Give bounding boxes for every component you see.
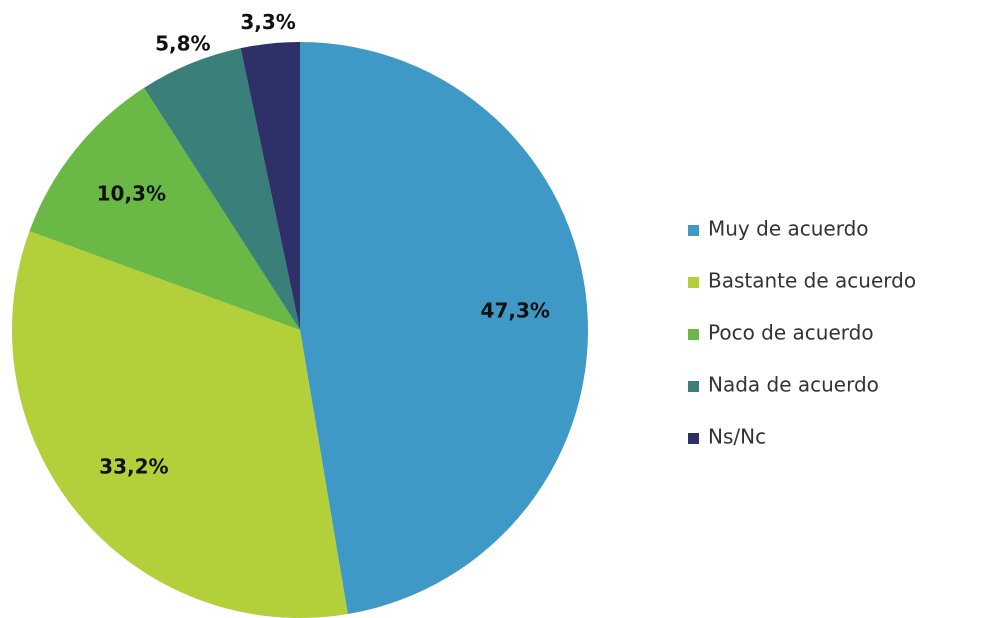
legend-label: Muy de acuerdo [708,217,869,241]
pie-slice [240,42,300,330]
legend-swatch [688,381,699,392]
legend-swatch [688,329,699,340]
legend-label: Ns/Nc [708,425,766,449]
data-label: 47,3% [481,299,550,323]
data-label: 3,3% [240,10,295,34]
legend-label: Poco de acuerdo [708,321,874,345]
legend-swatch [688,225,699,236]
data-label: 10,3% [97,182,166,206]
pie-slice [11,231,348,618]
legend-swatch [688,433,699,444]
legend-label: Nada de acuerdo [708,373,879,397]
pie-slice [300,42,588,615]
pie-slice [29,87,300,331]
legend-swatch [688,277,699,288]
legend-label: Bastante de acuerdo [708,269,916,293]
data-label: 5,8% [155,31,210,55]
pie-slice [144,48,300,331]
data-label: 33,2% [99,455,168,479]
